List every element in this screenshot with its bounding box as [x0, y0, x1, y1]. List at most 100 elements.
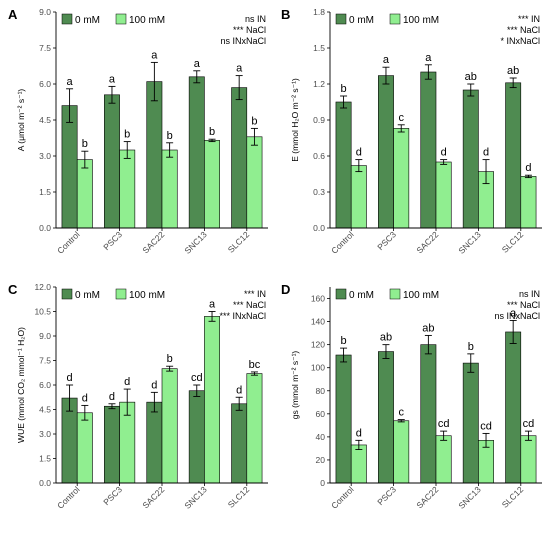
- y-tick-label: 0.0: [39, 223, 51, 233]
- significance-letter: b: [167, 130, 173, 142]
- y-tick-label: 1.2: [313, 79, 325, 89]
- bar: [505, 82, 522, 229]
- y-tick-label: 6.0: [39, 79, 51, 89]
- legend-swatch: [335, 288, 347, 300]
- legend-swatch: [115, 13, 127, 25]
- significance-letter: d: [441, 147, 447, 159]
- y-tick-label: 0.3: [313, 187, 325, 197]
- significance-letter: d: [124, 376, 130, 388]
- bar: [435, 161, 452, 229]
- significance-letter: d: [151, 379, 157, 391]
- stats-label: ns IN: [519, 289, 540, 299]
- x-tick-label: Control: [55, 229, 82, 256]
- significance-letter: b: [124, 129, 130, 141]
- y-tick-label: 4.5: [39, 405, 51, 415]
- legend-label: 100 mM: [403, 15, 439, 26]
- bar: [393, 128, 410, 229]
- significance-letter: cd: [523, 418, 535, 430]
- x-tick-label: SNC13: [456, 229, 483, 256]
- significance-letter: ab: [380, 332, 392, 344]
- significance-letter: d: [109, 391, 115, 403]
- y-tick-label: 12.0: [34, 282, 51, 292]
- stats-label: *** NaCl: [507, 300, 540, 310]
- x-tick-label: Control: [329, 484, 356, 511]
- significance-letter: b: [209, 126, 215, 138]
- significance-letter: a: [236, 63, 243, 75]
- legend-swatch: [115, 288, 127, 300]
- x-tick-label: SNC13: [182, 484, 209, 511]
- stats-label: *** NaCl: [507, 25, 540, 35]
- legend-swatch: [389, 288, 401, 300]
- y-tick-label: 100: [311, 363, 325, 373]
- stats-label: *** NaCl: [233, 25, 266, 35]
- bar: [61, 105, 78, 229]
- stats-label: ns IN: [245, 14, 266, 24]
- bar: [378, 351, 394, 484]
- stats-label: *** IN: [244, 289, 266, 299]
- bar: [76, 159, 93, 229]
- y-tick-label: 80: [316, 386, 326, 396]
- y-tick-label: 1.5: [313, 43, 325, 53]
- stats-label: ns INxNaCl: [494, 311, 540, 321]
- x-tick-label: SLC12: [226, 229, 252, 255]
- x-tick-label: Control: [329, 229, 356, 256]
- legend: 0 mM 100 mM: [61, 288, 165, 301]
- y-tick-label: 0.0: [39, 478, 51, 488]
- bar: [420, 71, 437, 229]
- legend: 0 mM 100 mM: [335, 13, 439, 26]
- x-tick-label: SAC22: [414, 229, 440, 255]
- bar: [520, 435, 537, 484]
- legend-label: 0 mM: [349, 15, 374, 26]
- bar: [146, 401, 163, 484]
- significance-letter: b: [468, 341, 474, 353]
- significance-letter: c: [398, 112, 404, 124]
- significance-letter: d: [236, 384, 242, 396]
- bar: [161, 368, 178, 484]
- bar: [104, 405, 120, 484]
- x-tick-label: SLC12: [226, 484, 252, 510]
- y-tick-label: 4.5: [39, 115, 51, 125]
- x-tick-label: SAC22: [140, 484, 166, 510]
- significance-letter: ab: [465, 71, 477, 83]
- y-tick-label: 60: [316, 409, 326, 419]
- significance-letter: d: [356, 147, 362, 159]
- x-tick-label: SAC22: [414, 484, 440, 510]
- y-tick-label: 0.6: [313, 151, 325, 161]
- legend-label: 100 mM: [403, 290, 439, 301]
- significance-letter: d: [483, 147, 489, 159]
- x-tick-label: PSC3: [375, 229, 398, 252]
- x-tick-label: PSC3: [101, 229, 124, 252]
- significance-letter: d: [67, 372, 73, 384]
- legend-label: 100 mM: [129, 15, 165, 26]
- significance-letter: b: [251, 115, 257, 127]
- panel-b: B 0.0 0.3 0.6 0.9 1.2 1.5 1.8 E (mmol H₂O m⁻² s⁻…: [281, 7, 542, 256]
- bar: [505, 331, 522, 484]
- bar: [246, 373, 263, 484]
- y-tick-label: 9.0: [39, 331, 51, 341]
- significance-letter: cd: [438, 418, 450, 430]
- bar: [435, 435, 452, 484]
- bar: [350, 165, 367, 229]
- significance-letter: ab: [422, 322, 434, 334]
- y-axis-title: E (mmol H₂O m⁻² s⁻¹): [290, 78, 300, 162]
- bar: [231, 403, 248, 484]
- significance-letter: b: [167, 353, 173, 365]
- significance-letter: ab: [507, 65, 519, 77]
- bar: [119, 149, 136, 229]
- bar: [231, 87, 248, 229]
- y-tick-label: 0.9: [313, 115, 325, 125]
- significance-letter: cd: [191, 372, 203, 384]
- bar: [146, 81, 163, 229]
- significance-letter: a: [383, 54, 390, 66]
- legend-swatch: [389, 13, 401, 25]
- significance-letter: b: [341, 335, 347, 347]
- y-axis-title: A (μmol m⁻² s⁻¹): [16, 89, 26, 152]
- bar: [420, 344, 437, 484]
- y-tick-label: 7.5: [39, 356, 51, 366]
- bar: [204, 140, 220, 229]
- y-tick-label: 9.0: [39, 7, 51, 17]
- x-tick-label: PSC3: [101, 484, 124, 507]
- y-tick-label: 120: [311, 340, 325, 350]
- panel-label: C: [8, 282, 18, 297]
